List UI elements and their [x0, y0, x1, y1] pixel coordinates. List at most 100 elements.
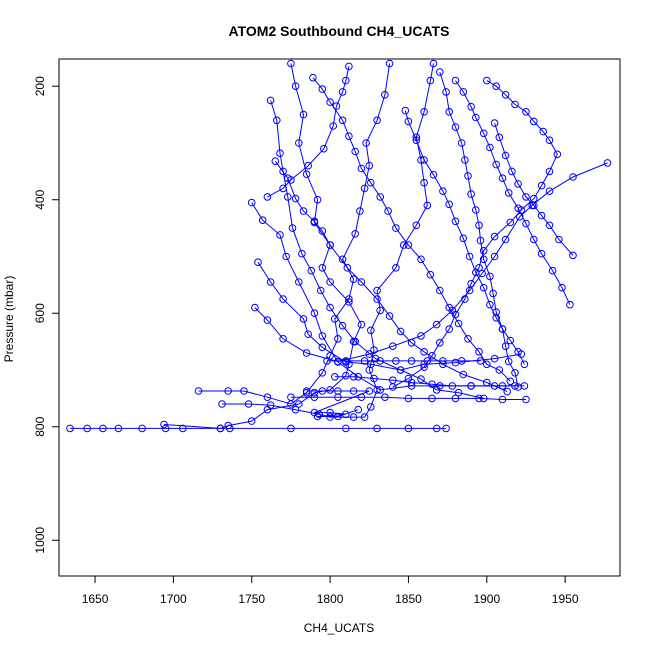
data-point — [345, 295, 353, 303]
data-point — [436, 339, 444, 347]
x-tick-label: 1900 — [473, 592, 500, 606]
data-point — [520, 360, 529, 369]
data-point — [385, 59, 394, 68]
data-point — [299, 110, 308, 119]
x-tick-label: 1700 — [160, 592, 187, 606]
profile-series-10 — [263, 62, 353, 201]
data-point — [420, 108, 428, 116]
data-point — [320, 144, 328, 153]
data-point — [373, 424, 381, 433]
data-point — [310, 388, 319, 397]
data-point — [356, 207, 364, 215]
x-axis-label: CH4_UCATS — [304, 621, 374, 635]
data-point — [334, 412, 342, 421]
data-point — [511, 100, 519, 109]
data-point — [530, 117, 538, 126]
data-point — [279, 295, 287, 303]
data-point — [365, 350, 374, 358]
y-tick-label: 600 — [33, 303, 47, 323]
data-point — [501, 342, 510, 351]
data-point — [504, 357, 513, 366]
data-point — [307, 266, 316, 275]
data-point — [338, 116, 347, 125]
data-point — [426, 270, 435, 279]
data-point — [545, 136, 554, 144]
data-point — [357, 164, 366, 173]
data-point — [326, 278, 334, 286]
x-tick-label: 1850 — [395, 592, 422, 606]
data-point — [506, 336, 515, 345]
data-point — [417, 332, 425, 340]
data-point — [454, 388, 463, 397]
data-point — [459, 88, 468, 96]
data-point — [114, 424, 123, 433]
data-point — [298, 249, 306, 258]
data-point — [412, 136, 421, 144]
data-point — [486, 300, 494, 309]
data-point — [417, 255, 425, 264]
data-point — [351, 337, 360, 346]
data-point — [490, 232, 499, 241]
data-point — [465, 252, 474, 261]
data-point — [569, 173, 577, 181]
data-point — [448, 382, 457, 390]
data-point — [479, 283, 488, 292]
data-point — [371, 354, 380, 363]
data-point — [326, 303, 334, 312]
data-point — [569, 251, 577, 260]
data-point — [194, 387, 203, 395]
data-point — [302, 387, 311, 395]
data-point — [522, 193, 530, 201]
data-point — [302, 170, 311, 178]
data-point — [326, 386, 334, 394]
data-point — [539, 127, 548, 136]
profile-series-19 — [287, 393, 530, 404]
data-point — [472, 206, 480, 214]
data-point — [439, 187, 447, 195]
data-point — [160, 420, 168, 429]
data-layer — [66, 59, 612, 433]
data-point — [423, 201, 432, 210]
data-point — [566, 300, 574, 309]
profile-line — [267, 66, 350, 198]
data-point — [304, 330, 313, 339]
data-point — [445, 303, 454, 312]
data-point — [426, 76, 435, 85]
data-point — [247, 198, 256, 207]
data-point — [404, 394, 413, 403]
y-tick-label: 400 — [33, 189, 47, 209]
data-point — [464, 335, 472, 343]
profile-line — [494, 122, 574, 256]
data-point — [489, 289, 497, 298]
data-point — [389, 342, 397, 351]
profile-line — [257, 261, 522, 371]
data-point — [365, 387, 374, 395]
data-point — [428, 380, 436, 389]
data-point — [479, 247, 488, 255]
data-point — [295, 278, 303, 286]
profile-series-16 — [490, 119, 577, 260]
profile-series-15 — [436, 68, 522, 391]
data-point — [263, 393, 272, 402]
data-point — [360, 413, 369, 421]
data-point — [508, 167, 516, 176]
data-point — [404, 424, 413, 433]
data-point — [318, 264, 327, 272]
data-point — [506, 377, 515, 386]
data-point — [511, 382, 519, 390]
data-point — [522, 395, 530, 404]
data-point — [254, 258, 262, 267]
x-axis: 1650 1700 1750 1800 1850 1900 1950 — [82, 575, 579, 606]
data-point — [304, 161, 313, 170]
data-point — [454, 319, 463, 328]
data-point — [436, 286, 444, 295]
data-point — [318, 369, 327, 377]
data-point — [331, 373, 339, 381]
data-point — [316, 286, 325, 295]
data-point — [404, 117, 413, 126]
data-point — [279, 184, 287, 193]
data-point — [326, 413, 334, 421]
data-point — [451, 310, 460, 319]
